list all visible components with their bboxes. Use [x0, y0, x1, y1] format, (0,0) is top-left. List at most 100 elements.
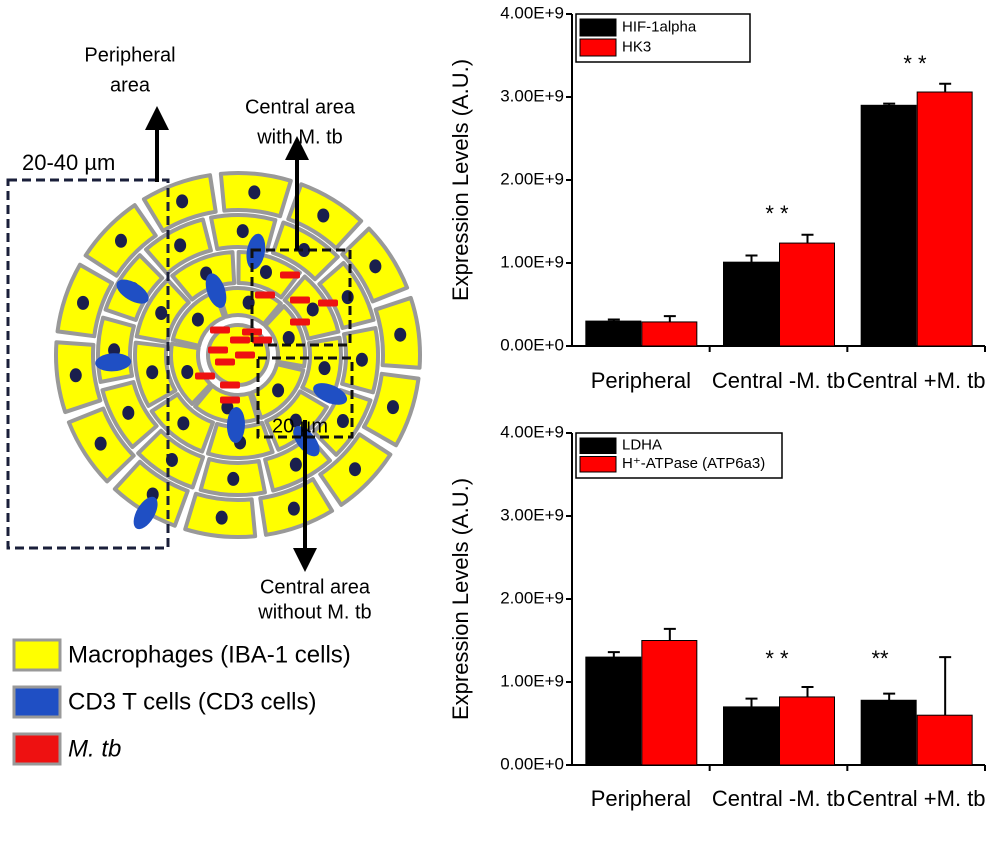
- label: area: [110, 74, 151, 96]
- x-tick-label-box: Central +M. tb: [847, 368, 986, 393]
- nucleus: [94, 436, 107, 451]
- legend-label: LDHA: [622, 437, 662, 454]
- m-tb: [290, 296, 310, 304]
- nucleus: [227, 471, 240, 486]
- x-tick-label: Central -M. tb: [711, 368, 846, 393]
- label: 20 µm: [272, 415, 328, 437]
- diagram-legend: Macrophages (IBA-1 cells) CD3 T cells (CD…: [12, 638, 351, 766]
- error-bar: [883, 102, 896, 106]
- label: 20-40 µm: [22, 150, 115, 175]
- nucleus: [287, 501, 300, 516]
- t-cell: [133, 496, 158, 530]
- nucleus: [176, 194, 189, 209]
- nucleus: [221, 400, 234, 415]
- y-tick-label: 4.00E+9: [500, 422, 564, 441]
- annotation: **: [871, 646, 889, 671]
- error-bar: [607, 318, 620, 322]
- y-tick-label: 0.00E+0: [500, 335, 564, 354]
- central-without-box: [256, 356, 354, 439]
- legend-swatch: [579, 456, 617, 473]
- bar: [641, 321, 698, 347]
- legend-label: HIF-1alpha: [622, 18, 697, 35]
- legend-swatch: [12, 685, 62, 719]
- bar: [779, 242, 835, 347]
- t-cell: [116, 279, 149, 304]
- error-bar: [607, 651, 620, 658]
- nucleus: [355, 352, 368, 367]
- x-tick-label: Peripheral: [590, 368, 691, 393]
- bar: [916, 91, 973, 347]
- legend-label: Macrophages (IBA-1 cells): [68, 641, 351, 668]
- charts: 0.00E+0 1.00E+9 2.00E+9 3.00E+9 4.00E+9 Expre…: [448, 3, 986, 811]
- nucleus: [155, 306, 168, 321]
- m-tb: [210, 326, 230, 334]
- m-tb: [230, 336, 250, 344]
- error-bar: [939, 82, 952, 93]
- nucleus: [69, 368, 82, 383]
- y-tick-label: 2.00E+9: [500, 588, 564, 607]
- nucleus: [289, 457, 302, 472]
- x-tick-label-box: Central +M. tb: [847, 786, 986, 811]
- bar: [860, 699, 917, 766]
- t-cell: [205, 273, 227, 308]
- m-tb: [195, 372, 215, 380]
- legend-swatch: [579, 18, 617, 37]
- y-axis-label: Expression Levels (A.U.): [448, 59, 473, 301]
- legend-label: M. tb: [68, 735, 121, 762]
- nucleus: [248, 185, 261, 200]
- nucleus: [146, 365, 159, 380]
- y-tick-label: 3.00E+9: [500, 505, 564, 524]
- nucleus: [122, 405, 135, 420]
- m-tb: [252, 336, 272, 344]
- nucleus: [181, 365, 194, 380]
- y-tick-label: 0.00E+0: [500, 754, 564, 773]
- nucleus: [236, 224, 249, 239]
- y-axis-label: Expression Levels (A.U.): [448, 478, 473, 720]
- nucleus: [114, 233, 127, 248]
- error-bar: [663, 627, 676, 641]
- error-bar: [801, 233, 814, 244]
- x-tick-label: Peripheral: [590, 786, 691, 811]
- m-tb: [318, 299, 338, 307]
- bar: [585, 320, 642, 347]
- central-with-box: [250, 248, 352, 347]
- bar: [779, 696, 835, 766]
- legend-label: HK3: [622, 38, 651, 55]
- nucleus: [191, 312, 204, 327]
- annotation: * *: [903, 51, 927, 76]
- label: without M. tb: [257, 601, 371, 623]
- legend-swatch: [12, 638, 62, 672]
- m-tb: [242, 328, 262, 336]
- nucleus: [177, 416, 190, 431]
- y-tick-label: 3.00E+9: [500, 86, 564, 105]
- t-cell: [246, 233, 266, 270]
- nucleus: [386, 400, 399, 415]
- label: Peripheral: [84, 44, 175, 66]
- bar: [860, 104, 917, 347]
- nucleus: [298, 243, 311, 258]
- x-tick-label-box: Central -M. tb: [711, 786, 846, 811]
- nucleus: [289, 413, 302, 428]
- label: Central area: [245, 96, 356, 118]
- bar: [723, 706, 779, 766]
- error-bar: [883, 692, 896, 701]
- y-tick-label: 2.00E+9: [500, 169, 564, 188]
- annotation: * *: [765, 646, 789, 671]
- nucleus: [259, 265, 272, 280]
- nucleus: [369, 259, 382, 274]
- t-cell: [226, 406, 245, 443]
- bar: [641, 640, 698, 766]
- bar: [916, 714, 973, 766]
- t-cell: [313, 383, 348, 405]
- label: Central area: [260, 576, 371, 598]
- nucleus: [318, 361, 331, 376]
- nucleus: [394, 327, 407, 342]
- nucleus: [215, 510, 228, 525]
- x-tick-label: Central -M. tb: [711, 786, 846, 811]
- diagram: [54, 171, 422, 539]
- error-bar: [745, 697, 758, 707]
- bar: [723, 261, 779, 347]
- m-tb: [208, 346, 228, 354]
- y-tick-label: 1.00E+9: [500, 252, 564, 271]
